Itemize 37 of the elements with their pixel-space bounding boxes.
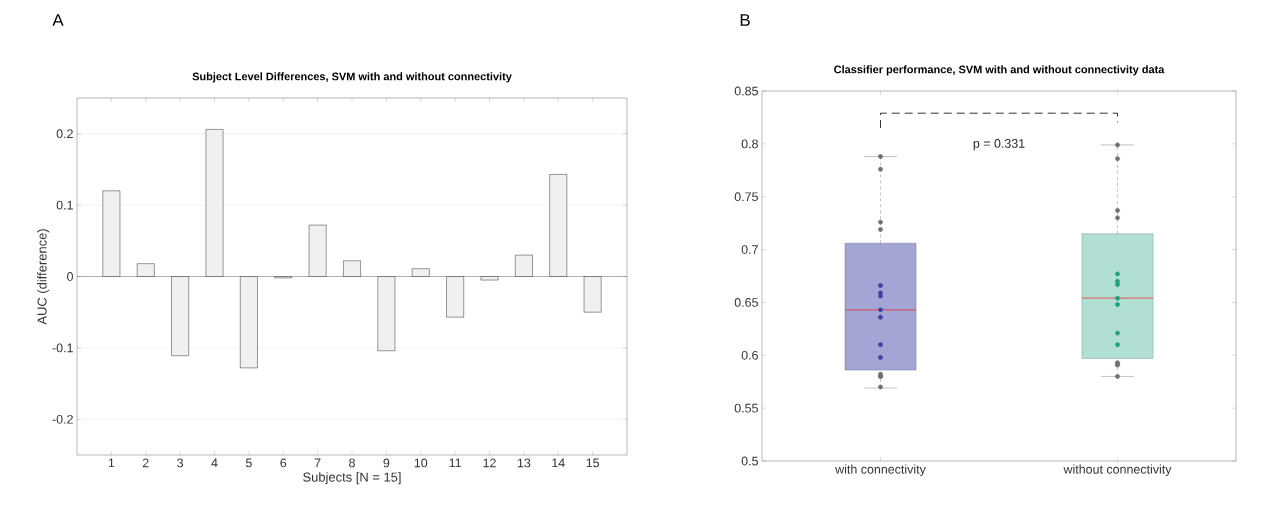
y-axis-title: AUC (difference) bbox=[37, 229, 50, 325]
x-tick-label: 12 bbox=[483, 458, 496, 468]
y-tick-label: 0.65 bbox=[734, 298, 758, 307]
y-tick-label: 0 bbox=[67, 272, 73, 281]
x-tick-label: 9 bbox=[383, 458, 390, 468]
x-axis-title: Subjects [N = 15] bbox=[303, 472, 401, 485]
x-tick-label: 6 bbox=[280, 458, 287, 468]
x-tick-label: 15 bbox=[586, 458, 600, 468]
x-tick-label: 10 bbox=[414, 458, 428, 468]
x-tick-label: 4 bbox=[211, 458, 218, 468]
text: B bbox=[740, 14, 750, 26]
x-tick-label: 11 bbox=[449, 458, 461, 468]
x-tick-label: 14 bbox=[552, 458, 565, 468]
y-tick-label: 0.2 bbox=[56, 129, 73, 139]
x-tick-label: 1 bbox=[108, 458, 115, 468]
y-tick-label: 0.55 bbox=[734, 403, 758, 413]
y-tick-label: 0.7 bbox=[741, 245, 758, 254]
x-tick-label: 8 bbox=[349, 458, 355, 468]
chart-title: Classifier performance, SVM with and without connectivity data bbox=[834, 65, 1165, 76]
y-tick-label: 0.6 bbox=[741, 350, 758, 360]
y-tick-label: 0.5 bbox=[741, 456, 758, 466]
y-tick-label: 0.8 bbox=[741, 139, 758, 149]
annotation: p = 0.331 bbox=[973, 139, 1025, 151]
x-tick-label: 2 bbox=[142, 458, 149, 468]
x-tick-label: 3 bbox=[177, 458, 184, 468]
chart-title: Subject Level Differences, SVM with and without connectivity bbox=[192, 72, 512, 83]
y-tick-label: 0.1 bbox=[56, 200, 73, 210]
y-tick-label: 0.85 bbox=[734, 86, 758, 96]
x-tick-label: 5 bbox=[245, 458, 252, 468]
x-tick-label: without connectivity bbox=[1063, 464, 1172, 477]
x-tick-label: 7 bbox=[314, 458, 321, 468]
y-tick-label: -0.2 bbox=[52, 414, 73, 424]
x-tick-label: with connectivity bbox=[835, 464, 926, 477]
text: A bbox=[52, 14, 64, 26]
x-tick-label: 13 bbox=[517, 458, 531, 468]
y-tick-label: 0.75 bbox=[734, 192, 758, 202]
y-tick-label: -0.1 bbox=[52, 343, 73, 353]
